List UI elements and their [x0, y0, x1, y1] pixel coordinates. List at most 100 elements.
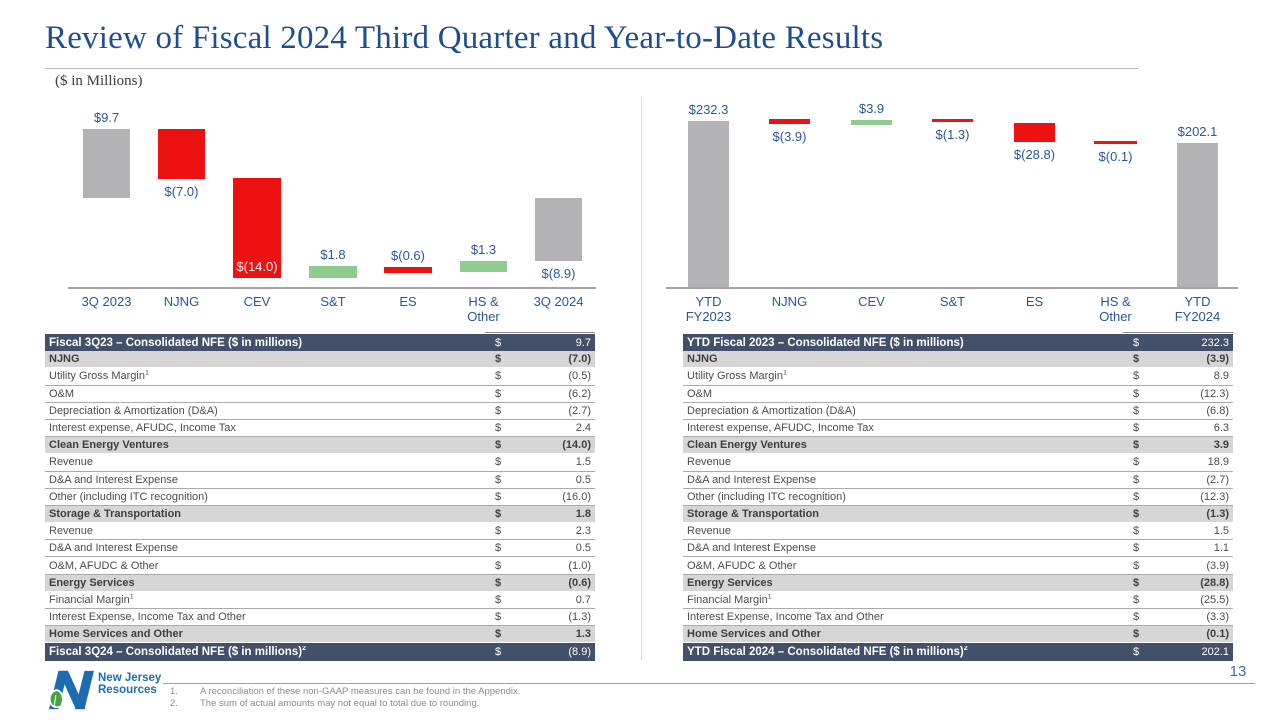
table-row-d-a-and-interest-expense: D&A and Interest Expense $ (2.7): [683, 471, 1233, 489]
logo-text-line1: New Jersey: [98, 672, 162, 684]
row-currency-symbol: $: [495, 404, 502, 417]
waterfall-bar-cev: [233, 178, 281, 278]
waterfall-bar-3q-2023: [83, 129, 130, 198]
axis-category-label: ES: [399, 294, 417, 309]
row-label: Other (including ITC recognition): [49, 490, 208, 503]
row-value: (2.7): [1206, 473, 1229, 486]
row-label: Interest Expense, Income Tax and Other: [49, 611, 246, 624]
row-currency-symbol: $: [1133, 559, 1140, 572]
table-row-revenue: Revenue $18.9: [683, 454, 1233, 472]
row-label: Utility Gross Margin1: [687, 370, 787, 383]
footer-divider: [163, 683, 1255, 684]
axis-category-label: 3Q 2023: [81, 294, 132, 309]
footnote-reference: 1: [144, 370, 149, 377]
row-label: Energy Services: [49, 576, 135, 589]
logo-text-line2: Resources: [98, 683, 157, 696]
vertical-divider: [641, 97, 642, 660]
page-number: 13: [1229, 663, 1247, 680]
row-currency-symbol: $: [495, 611, 502, 624]
waterfall-bar-njng: [158, 129, 205, 179]
table-row-revenue: Revenue $2.3: [45, 523, 595, 541]
row-value: 1.3: [575, 628, 591, 641]
table-row-revenue: Revenue $1.5: [683, 523, 1233, 541]
row-value: 1.5: [575, 456, 591, 469]
table-row-interest-expense-afudc-income-tax: Interest expense, AFUDC, Income Tax $2.4: [45, 419, 595, 438]
row-currency-symbol: $: [1133, 628, 1140, 641]
row-label: Financial Margin1: [687, 593, 772, 606]
waterfall-bar-hs-other: [460, 261, 507, 272]
axis-category-label: CEV: [243, 294, 271, 309]
row-label: Storage & Transportation: [687, 507, 820, 520]
row-label: YTD Fiscal 2024 – Consolidated NFE ($ in…: [687, 645, 968, 658]
row-currency-symbol: $: [1133, 336, 1140, 349]
row-currency-symbol: $: [1133, 645, 1140, 658]
row-label: Utility Gross Margin1: [49, 370, 149, 383]
row-currency-symbol: $: [495, 439, 502, 452]
waterfall-bar-ytd-fy2023: [688, 121, 729, 287]
row-currency-symbol: $: [495, 576, 502, 589]
table-row-fiscal-3q23-consolidated-nfe-in-millions: Fiscal 3Q23 – Consolidated NFE ($ in mil…: [45, 334, 595, 352]
row-currency-symbol: $: [1133, 404, 1140, 417]
waterfall-bar-cev: [851, 120, 892, 125]
axis-category-label: HS & Other: [467, 294, 500, 324]
row-currency-symbol: $: [495, 336, 502, 349]
row-value: (3.9): [1206, 353, 1229, 366]
table-row-o-m-afudc-other: O&M, AFUDC & Other $ (1.0): [45, 557, 595, 575]
row-currency-symbol: $: [495, 422, 502, 435]
row-value: (3.9): [1206, 559, 1229, 572]
row-label: Financial Margin1: [49, 593, 134, 606]
row-label: Depreciation & Amortization (D&A): [687, 404, 856, 417]
row-label: NJNG: [49, 353, 80, 366]
bar-value-label: $1.8: [320, 247, 346, 262]
table-column-topline: [485, 332, 595, 333]
units-subtitle: ($ in Millions): [55, 73, 143, 89]
logo-n-mark: [48, 670, 94, 710]
axis-category-label: YTD FY2024: [1174, 294, 1221, 324]
row-value: (3.3): [1206, 611, 1229, 624]
table-row-utility-gross-margin: Utility Gross Margin1 $8.9: [683, 368, 1233, 386]
row-label: D&A and Interest Expense: [687, 473, 817, 486]
table-row-storage-transportation: Storage & Transportation $1.8: [45, 505, 595, 524]
row-label: Revenue: [687, 456, 732, 469]
row-label: O&M, AFUDC & Other: [687, 559, 797, 572]
row-value: 0.5: [575, 542, 591, 555]
table-row-clean-energy-ventures: Clean Energy Ventures $ (14.0): [45, 437, 595, 455]
row-label: Revenue: [49, 525, 94, 538]
waterfall-bar-s-t: [932, 119, 973, 122]
row-value: (2.7): [568, 404, 591, 417]
row-currency-symbol: $: [495, 593, 502, 606]
row-value: (25.5): [1200, 593, 1229, 606]
row-currency-symbol: $: [1133, 490, 1140, 503]
row-label: Fiscal 3Q23 – Consolidated NFE ($ in mil…: [49, 336, 303, 349]
bar-value-label: $202.1: [1177, 124, 1218, 139]
row-currency-symbol: $: [1133, 387, 1140, 400]
row-label: O&M, AFUDC & Other: [49, 559, 159, 572]
row-value: 0.7: [575, 593, 591, 606]
row-currency-symbol: $: [495, 542, 502, 555]
row-value: (16.0): [562, 490, 591, 503]
table-column-topline: [1123, 332, 1233, 333]
footnote-reference: 2: [963, 645, 968, 653]
row-label: D&A and Interest Expense: [687, 542, 817, 555]
row-value: (0.1): [1206, 628, 1229, 641]
axis-category-label: NJNG: [771, 294, 808, 309]
bar-value-label: $3.9: [858, 101, 885, 116]
bar-value-label: $(1.3): [935, 127, 970, 142]
row-value: 1.5: [1213, 525, 1229, 538]
bar-value-label: $(3.9): [772, 129, 807, 144]
table-row-depreciation-amortization-d-a: Depreciation & Amortization (D&A) $ (6.8): [683, 402, 1233, 420]
table-row-financial-margin: Financial Margin1 $ (25.5): [683, 591, 1233, 609]
bar-value-label: $(7.0): [164, 184, 199, 199]
bar-value-label: $(28.8): [1013, 147, 1056, 162]
row-value: (14.0): [562, 439, 591, 452]
table-row-o-m: O&M $ (6.2): [45, 385, 595, 403]
row-currency-symbol: $: [495, 370, 502, 383]
x-axis-line: [666, 287, 1238, 289]
title-divider: [45, 68, 1138, 69]
bar-value-label: $(14.0): [236, 259, 278, 274]
row-label: Interest Expense, Income Tax and Other: [687, 611, 884, 624]
row-currency-symbol: $: [495, 353, 502, 366]
table-row-revenue: Revenue $1.5: [45, 454, 595, 472]
x-axis-line: [68, 287, 596, 289]
row-value: (12.3): [1200, 387, 1229, 400]
